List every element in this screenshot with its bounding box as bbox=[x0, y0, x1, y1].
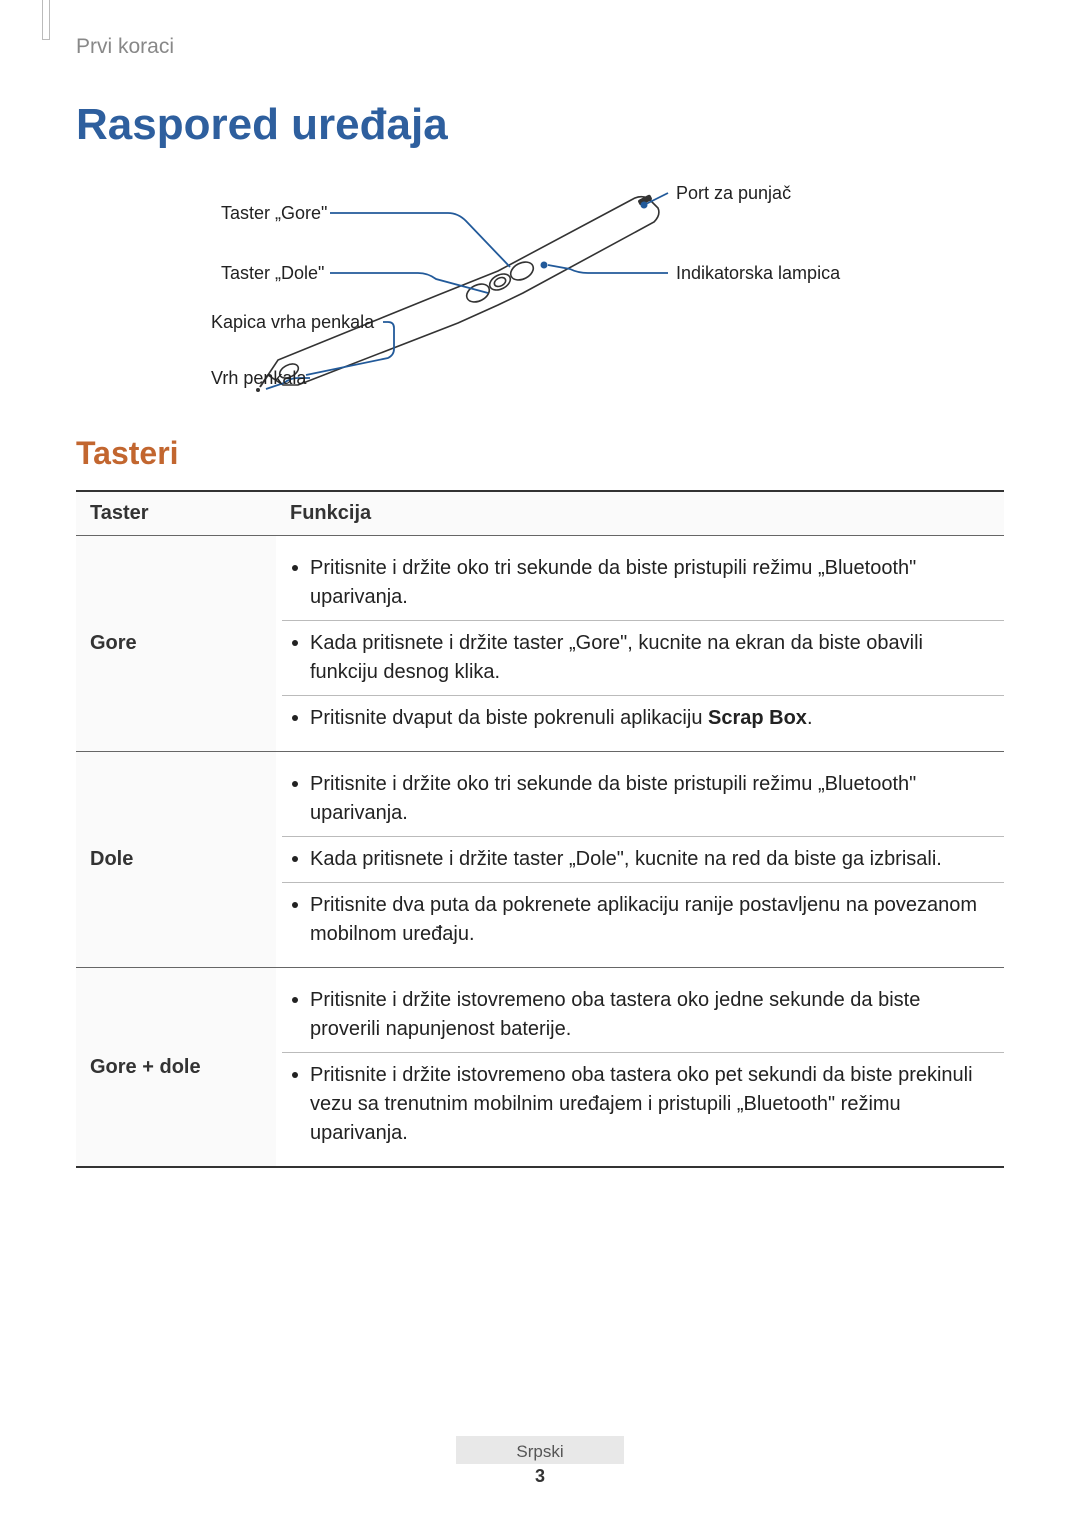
list-item: Kada pritisnete i držite taster „Gore", … bbox=[310, 629, 992, 687]
diagram-label-kapica: Kapica vrha penkala bbox=[211, 312, 374, 333]
page-footer: Srpski 3 bbox=[0, 1436, 1080, 1487]
bullet-icon bbox=[292, 997, 298, 1003]
diagram-label-gore: Taster „Gore" bbox=[221, 203, 327, 224]
buttons-table: Taster Funkcija Gore Pritisnite i držite … bbox=[76, 490, 1004, 1168]
table-row: Gore + dole Pritisnite i držite istovreme… bbox=[76, 968, 1004, 1168]
th-taster: Taster bbox=[76, 491, 276, 536]
row-body: Pritisnite i držite oko tri sekunde da b… bbox=[276, 752, 1004, 968]
section-title: Tasteri bbox=[76, 435, 179, 472]
page-title: Raspored uređaja bbox=[76, 100, 448, 150]
table-row: Gore Pritisnite i držite oko tri sekunde … bbox=[76, 536, 1004, 752]
bullet-icon bbox=[292, 640, 298, 646]
list-item: Pritisnite dvaput da biste pokrenuli apl… bbox=[310, 704, 813, 733]
row-label: Dole bbox=[76, 752, 276, 968]
list-item: Kada pritisnete i držite taster „Dole", … bbox=[310, 845, 942, 874]
tab-marker bbox=[42, 0, 50, 40]
footer-language: Srpski bbox=[456, 1436, 623, 1464]
footer-page-number: 3 bbox=[0, 1466, 1080, 1487]
diagram-label-dole: Taster „Dole" bbox=[221, 263, 324, 284]
diagram-label-vrh: Vrh penkala bbox=[211, 368, 306, 389]
list-item: Pritisnite dva puta da pokrenete aplikac… bbox=[310, 891, 992, 949]
list-item: Pritisnite i držite oko tri sekunde da b… bbox=[310, 770, 992, 828]
bullet-icon bbox=[292, 781, 298, 787]
bullet-icon bbox=[292, 715, 298, 721]
table-row: Dole Pritisnite i držite oko tri sekunde … bbox=[76, 752, 1004, 968]
breadcrumb: Prvi koraci bbox=[76, 35, 174, 59]
bullet-icon bbox=[292, 856, 298, 862]
list-item: Pritisnite i držite istovremeno oba tast… bbox=[310, 986, 992, 1044]
list-item: Pritisnite i držite istovremeno oba tast… bbox=[310, 1061, 992, 1148]
row-label: Gore bbox=[76, 536, 276, 752]
row-body: Pritisnite i držite oko tri sekunde da b… bbox=[276, 536, 1004, 752]
diagram-label-indikator: Indikatorska lampica bbox=[676, 263, 840, 284]
bullet-icon bbox=[292, 1072, 298, 1078]
device-diagram: Taster „Gore" Taster „Dole" Kapica vrha … bbox=[178, 175, 898, 395]
bullet-icon bbox=[292, 902, 298, 908]
row-body: Pritisnite i držite istovremeno oba tast… bbox=[276, 968, 1004, 1168]
diagram-label-port: Port za punjač bbox=[676, 183, 791, 204]
row-label: Gore + dole bbox=[76, 968, 276, 1168]
bullet-icon bbox=[292, 565, 298, 571]
list-item: Pritisnite i držite oko tri sekunde da b… bbox=[310, 554, 992, 612]
th-funkcija: Funkcija bbox=[276, 491, 1004, 536]
